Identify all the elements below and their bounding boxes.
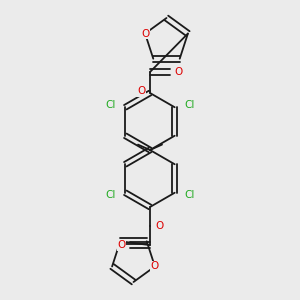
Text: Cl: Cl	[184, 190, 194, 200]
Text: O: O	[175, 67, 183, 77]
Text: O: O	[155, 220, 163, 231]
Text: Cl: Cl	[184, 100, 194, 110]
Text: Cl: Cl	[106, 190, 116, 200]
Text: O: O	[151, 262, 159, 272]
Text: Cl: Cl	[106, 100, 116, 110]
Text: O: O	[137, 86, 145, 97]
Text: O: O	[117, 240, 125, 250]
Text: O: O	[141, 28, 149, 38]
